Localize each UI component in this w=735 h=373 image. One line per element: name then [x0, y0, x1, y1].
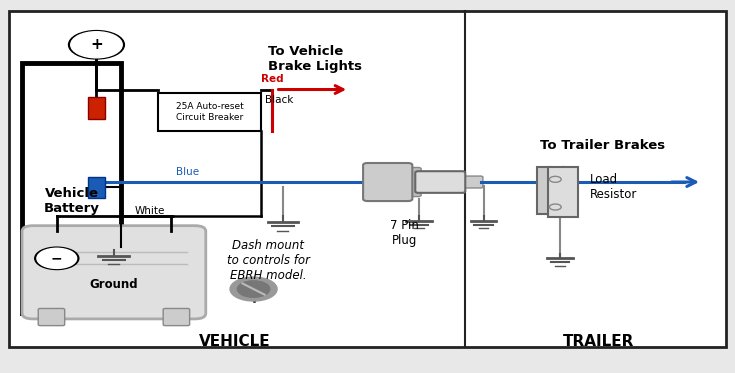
- Text: Load
Resistor: Load Resistor: [589, 173, 637, 201]
- Circle shape: [71, 32, 122, 58]
- Text: Ground: Ground: [90, 278, 138, 291]
- Circle shape: [37, 248, 76, 269]
- Text: Vehicle
Battery: Vehicle Battery: [43, 187, 100, 215]
- Text: Black: Black: [265, 95, 293, 105]
- FancyBboxPatch shape: [9, 11, 726, 347]
- Text: +: +: [90, 37, 103, 52]
- FancyBboxPatch shape: [158, 93, 261, 131]
- FancyBboxPatch shape: [363, 163, 412, 201]
- Circle shape: [68, 31, 124, 59]
- Text: Blue: Blue: [176, 167, 199, 177]
- Text: 25A Auto-reset
Circuit Breaker: 25A Auto-reset Circuit Breaker: [176, 102, 243, 122]
- Text: To Trailer Brakes: To Trailer Brakes: [540, 139, 665, 152]
- Text: −: −: [51, 251, 62, 265]
- FancyBboxPatch shape: [415, 171, 465, 193]
- FancyBboxPatch shape: [163, 308, 190, 326]
- FancyBboxPatch shape: [38, 308, 65, 326]
- FancyBboxPatch shape: [22, 226, 206, 319]
- Circle shape: [35, 247, 79, 270]
- Circle shape: [230, 277, 277, 301]
- Text: White: White: [135, 206, 165, 216]
- FancyBboxPatch shape: [537, 167, 550, 214]
- FancyBboxPatch shape: [399, 167, 421, 197]
- Text: Dash mount
to controls for
EBRH model.: Dash mount to controls for EBRH model.: [227, 239, 309, 282]
- FancyBboxPatch shape: [87, 97, 105, 119]
- Circle shape: [237, 281, 270, 297]
- Text: VEHICLE: VEHICLE: [199, 334, 271, 349]
- Text: To Vehicle
Brake Lights: To Vehicle Brake Lights: [268, 45, 362, 73]
- FancyBboxPatch shape: [22, 63, 121, 313]
- Text: 7 Pin
Plug: 7 Pin Plug: [390, 219, 419, 247]
- Text: TRAILER: TRAILER: [563, 334, 635, 349]
- FancyBboxPatch shape: [87, 177, 105, 198]
- FancyBboxPatch shape: [460, 176, 483, 188]
- Text: Red: Red: [261, 74, 284, 84]
- FancyBboxPatch shape: [548, 167, 578, 217]
